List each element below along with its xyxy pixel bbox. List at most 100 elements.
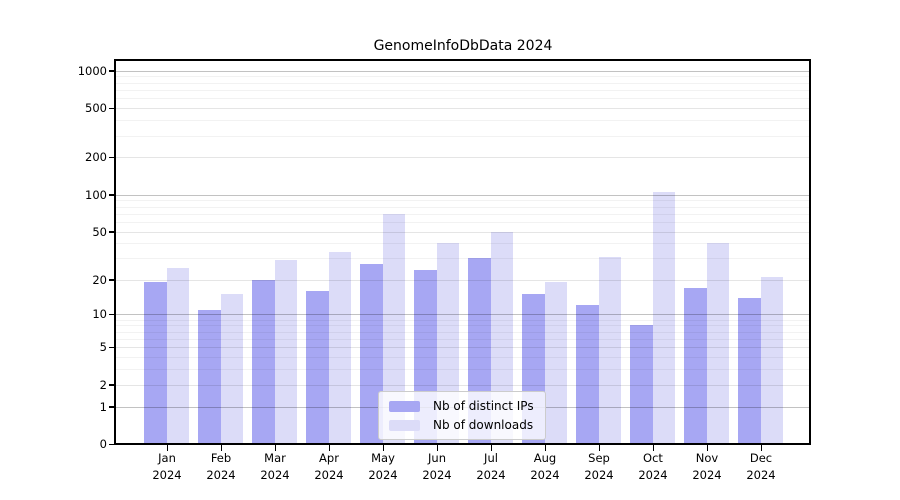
chart-title: GenomeInfoDbData 2024 [373, 38, 553, 54]
x-tick-label: Feb 2024 [191, 450, 251, 484]
gridline-9 [115, 319, 811, 321]
gridline-60 [115, 221, 811, 223]
bar-distinct-ips-oct [630, 325, 653, 444]
y-tick-mark [109, 156, 115, 159]
bar-downloads-nov [707, 243, 729, 444]
bar-distinct-ips-dec [738, 297, 761, 444]
x-tick-year: 2024 [314, 468, 344, 482]
y-tick-mark [109, 279, 115, 281]
x-tick-month: Nov [695, 451, 719, 465]
bar-distinct-ips-jan [144, 282, 167, 444]
x-tick-month: Jun [428, 451, 446, 465]
x-tick-mark [436, 445, 438, 451]
gridline-4 [115, 357, 811, 359]
bar-downloads-sep [599, 256, 621, 444]
y-tick-label: 1 [99, 399, 107, 414]
gridline-90 [115, 200, 811, 202]
x-tick-month: Aug [533, 451, 557, 465]
y-tick-mark [109, 346, 115, 349]
bar-downloads-mar [275, 260, 297, 444]
x-tick-label: Nov 2024 [677, 450, 737, 484]
x-tick-label: Sep 2024 [569, 450, 629, 484]
x-tick-month: Jan [158, 451, 176, 465]
gridline-40 [115, 243, 811, 245]
y-tick-mark [109, 406, 115, 408]
x-tick-mark [166, 445, 168, 451]
y-tick-mark [109, 70, 115, 72]
bar-distinct-ips-feb [198, 309, 221, 444]
x-tick-label: Aug 2024 [515, 450, 575, 484]
legend-item: Nb of downloads [389, 418, 534, 432]
x-tick-mark [274, 445, 276, 451]
bar-distinct-ips-apr [306, 290, 329, 444]
gridline-700 [115, 89, 811, 91]
bar-downloads-oct [653, 191, 675, 444]
gridline-100 [115, 194, 811, 196]
legend-label: Nb of downloads [433, 418, 534, 432]
x-tick-year: 2024 [638, 468, 668, 482]
gridline-5 [115, 347, 811, 349]
x-tick-mark [328, 445, 330, 451]
legend-swatch-icon [389, 419, 420, 431]
gridline-50 [115, 231, 811, 233]
bar-downloads-jul [491, 231, 513, 444]
x-tick-mark [490, 445, 492, 451]
x-tick-label: Dec 2024 [731, 450, 791, 484]
x-tick-month: Oct [643, 451, 663, 465]
legend-label: Nb of distinct IPs [433, 399, 534, 413]
gridline-200 [115, 157, 811, 159]
gridline-30 [115, 258, 811, 260]
gridline-8 [115, 325, 811, 327]
y-tick-label: 100 [85, 187, 107, 202]
x-tick-mark [544, 445, 546, 451]
x-tick-label: Jul 2024 [461, 450, 521, 484]
x-tick-mark [652, 445, 654, 451]
y-tick-label: 50 [92, 224, 107, 239]
gridline-20 [115, 279, 811, 281]
bar-distinct-ips-sep [576, 305, 599, 444]
gridline-80 [115, 206, 811, 208]
x-tick-year: 2024 [530, 468, 560, 482]
x-tick-month: Sep [588, 451, 610, 465]
bar-distinct-ips-nov [684, 287, 707, 444]
bar-downloads-may [383, 213, 405, 444]
gridline-800 [115, 82, 811, 84]
gridline-900 [115, 76, 811, 78]
y-tick-mark [109, 107, 115, 110]
y-tick-label: 20 [92, 272, 107, 287]
gridline-300 [115, 135, 811, 137]
gridline-2 [115, 384, 811, 386]
x-tick-mark [220, 445, 222, 451]
gridline-70 [115, 213, 811, 215]
y-tick-mark [109, 443, 115, 445]
gridline-10 [115, 314, 811, 316]
x-tick-year: 2024 [584, 468, 614, 482]
x-tick-mark [760, 445, 762, 451]
x-tick-month: Jul [484, 451, 498, 465]
bar-downloads-apr [329, 251, 351, 444]
legend-swatch-icon [389, 400, 420, 412]
x-tick-year: 2024 [422, 468, 452, 482]
gridline-400 [115, 120, 811, 122]
bar-distinct-ips-may [360, 263, 383, 444]
x-tick-label: Jun 2024 [407, 450, 467, 484]
x-tick-year: 2024 [746, 468, 776, 482]
y-tick-label: 1000 [77, 63, 107, 78]
y-tick-label: 500 [85, 101, 107, 116]
gridline-3 [115, 369, 811, 371]
y-tick-label: 2 [99, 377, 107, 392]
x-tick-month: Dec [749, 451, 773, 465]
y-tick-label: 10 [92, 307, 107, 322]
y-tick-mark [109, 384, 115, 386]
plot-area: Nb of distinct IPs Nb of downloads [115, 60, 811, 444]
gridline-7 [115, 331, 811, 333]
x-tick-label: Apr 2024 [299, 450, 359, 484]
x-tick-label: May 2024 [353, 450, 413, 484]
x-tick-month: May [371, 451, 395, 465]
x-tick-mark [598, 445, 600, 451]
y-tick-label: 5 [99, 340, 107, 355]
y-tick-mark [109, 313, 115, 316]
y-tick-label: 200 [85, 150, 107, 165]
x-tick-year: 2024 [692, 468, 722, 482]
